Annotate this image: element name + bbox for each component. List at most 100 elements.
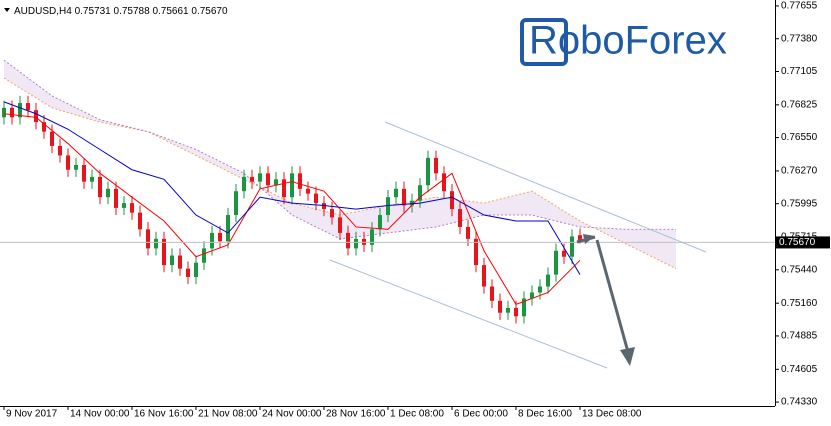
y-tick-label: 0.76270 [781, 166, 818, 177]
candle-body [522, 298, 526, 317]
candle-body [562, 250, 566, 257]
candle-body [202, 248, 206, 263]
y-tick-label: 0.75160 [781, 298, 818, 309]
candle-body [66, 155, 70, 170]
ohlc-high: 0.75788 [114, 6, 151, 17]
candle-body [178, 255, 182, 269]
candle-body [146, 229, 150, 249]
candle-body [2, 107, 6, 118]
logo: RoboForex [529, 19, 727, 63]
candle-body [330, 209, 334, 218]
candle-body [162, 238, 166, 266]
candle-body [250, 176, 254, 182]
candle-body [114, 188, 118, 208]
y-tick-label: 0.74330 [781, 397, 818, 408]
candle-body [298, 173, 302, 189]
candle-body [138, 212, 142, 230]
x-tick-label: 9 Nov 2017 [6, 409, 58, 420]
header-arrow [4, 8, 10, 12]
y-tick-label: 0.75440 [781, 264, 818, 275]
candle-body [90, 176, 94, 182]
arrow-head [620, 347, 635, 366]
candle-body [354, 238, 358, 249]
candle-body [362, 238, 366, 245]
y-tick-label: 0.77380 [781, 33, 818, 44]
candle-body [18, 103, 22, 118]
candle-body [570, 236, 574, 257]
candle-body [186, 268, 190, 277]
candle-body [170, 255, 174, 266]
y-tick-label: 0.77105 [781, 66, 818, 77]
candle-body [514, 307, 518, 317]
x-tick-label: 6 Dec 00:00 [454, 409, 508, 420]
candle-body [482, 265, 486, 287]
candle-body [282, 179, 286, 198]
candle-body [26, 103, 30, 111]
candle-body [426, 157, 430, 186]
x-tick-label: 13 Dec 08:00 [582, 409, 642, 420]
candle-body [74, 164, 78, 170]
candle-body [554, 250, 558, 275]
ohlc-close: 0.75670 [191, 6, 228, 17]
y-tick-label: 0.76825 [781, 99, 818, 110]
last-price-box [776, 236, 830, 249]
candle-body [490, 286, 494, 301]
x-tick-label: 8 Dec 16:00 [518, 409, 572, 420]
forecast-arrow [595, 239, 630, 353]
candle-body [346, 232, 350, 249]
candle-body [42, 122, 46, 132]
candle-body [82, 164, 86, 182]
ohlc-open: 0.75731 [75, 6, 112, 17]
candle-body [402, 188, 406, 206]
candle-body [266, 173, 270, 186]
candle-body [410, 200, 414, 206]
candle-body [394, 188, 398, 198]
x-tick-label: 1 Dec 08:00 [390, 409, 444, 420]
y-tick-label: 0.75995 [781, 198, 818, 209]
indicator-line [3, 113, 581, 305]
header: AUDUSD,H4 0.75731 0.75788 0.75661 0.7567… [14, 6, 228, 17]
candle-body [466, 226, 470, 239]
candle-body [122, 203, 126, 208]
x-tick-label: 24 Nov 00:00 [262, 409, 322, 420]
x-tick-label: 28 Nov 16:00 [326, 409, 386, 420]
candle-body [538, 286, 542, 293]
candle-body [378, 215, 382, 230]
candle-body [154, 238, 158, 249]
candle-body [10, 107, 14, 118]
candle-body [474, 238, 478, 266]
y-tick-label: 0.74885 [781, 331, 818, 342]
candle-body [290, 173, 294, 198]
arrow-head [583, 234, 595, 244]
candle-body [194, 262, 198, 277]
candle-body [50, 131, 54, 146]
candle-body [546, 274, 550, 287]
x-tick-label: 14 Nov 00:00 [70, 409, 130, 420]
symbol: AUDUSD,H4 [14, 6, 72, 17]
x-tick-label: 21 Nov 08:00 [198, 409, 258, 420]
candle-body [498, 300, 502, 313]
candle-body [578, 235, 582, 243]
candle-body [234, 191, 238, 216]
candle-body [258, 173, 262, 182]
candle-body [458, 209, 462, 227]
channel-line [329, 259, 608, 369]
candle-body [130, 203, 134, 213]
y-tick-label: 0.74605 [781, 364, 818, 375]
candle-body [306, 188, 310, 194]
candle-body [506, 307, 510, 313]
candle-body [450, 191, 454, 210]
last-price-label: 0.75670 [779, 237, 816, 248]
candle-body [106, 188, 110, 198]
candle-body [322, 203, 326, 210]
candle-body [34, 110, 38, 123]
candle-body [210, 232, 214, 249]
y-tick-label: 0.77655 [781, 1, 818, 12]
candle-body [386, 197, 390, 216]
y-tick-label: 0.76550 [781, 132, 818, 143]
candle-body [442, 173, 446, 192]
candle-body [338, 217, 342, 233]
candle-body [434, 157, 438, 174]
candle-body [58, 145, 62, 156]
